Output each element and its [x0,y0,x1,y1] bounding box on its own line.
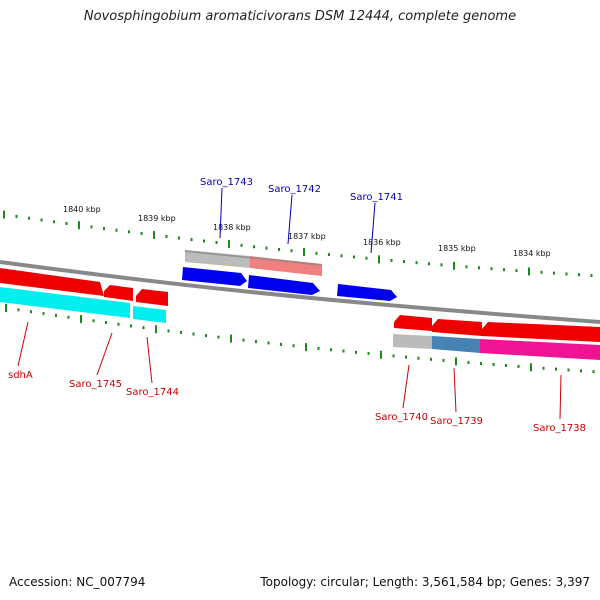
label-saro-1740[interactable]: Saro_1740 [375,412,428,423]
gene-saro-1738[interactable] [482,322,600,342]
reverse-leaders [17,321,562,420]
cds-gray-lower[interactable] [393,334,432,349]
reverse-genes-right [393,315,600,360]
scale-labels: 1840 kbp 1839 kbp 1838 kbp 1837 kbp 1836… [63,205,551,258]
gene-saro-1743[interactable] [182,267,247,286]
scale-label-1835: 1835 kbp [438,244,476,253]
gene-saro-1745[interactable] [104,285,133,301]
scale-label-1839: 1839 kbp [138,214,176,223]
label-saro-1743[interactable]: Saro_1743 [200,177,253,188]
gene-sdha[interactable] [0,268,104,296]
cds-magenta-lower[interactable] [480,339,600,360]
gene-saro-1740[interactable] [394,315,432,331]
outer-tick-ring [3,210,593,277]
label-saro-1739[interactable]: Saro_1739 [430,416,483,427]
forward-labels: Saro_1743 Saro_1742 Saro_1741 [200,177,403,203]
scale-label-1837: 1837 kbp [288,232,326,241]
scale-label-1834: 1834 kbp [513,249,551,258]
gene-saro-1739[interactable] [432,319,482,336]
label-saro-1742[interactable]: Saro_1742 [268,184,321,195]
cds-cyan-small[interactable] [133,306,166,323]
label-saro-1741[interactable]: Saro_1741 [350,192,403,203]
reverse-labels: sdhA Saro_1745 Saro_1744 Saro_1740 Saro_… [8,370,586,434]
scale-label-1836: 1836 kbp [363,238,401,247]
genome-backbone [0,260,600,324]
cds-track-upper [185,250,322,276]
accession-text: Accession: NC_007794 [9,575,146,589]
label-saro-1738[interactable]: Saro_1738 [533,423,586,434]
label-saro-1745[interactable]: Saro_1745 [69,379,122,390]
gene-saro-1741[interactable] [337,284,397,301]
cds-block-gray-upper[interactable] [185,250,250,268]
label-saro-1744[interactable]: Saro_1744 [126,387,179,398]
cds-steelblue-lower[interactable] [432,336,480,353]
reverse-genes-left [0,268,168,323]
cds-cyan-left[interactable] [0,287,130,318]
cds-block-pink-upper[interactable] [250,256,322,276]
forward-leaders [219,187,376,254]
genome-summary-text: Topology: circular; Length: 3,561,584 bp… [260,575,590,589]
gene-saro-1744[interactable] [136,289,168,306]
scale-label-1838: 1838 kbp [213,223,251,232]
forward-genes [182,267,397,301]
scale-label-1840: 1840 kbp [63,205,101,214]
gene-saro-1742[interactable] [248,275,320,295]
label-sdha[interactable]: sdhA [8,370,33,381]
page-title: Novosphingobium aromaticivorans DSM 1244… [83,9,517,24]
inner-tick-ring [5,303,595,374]
